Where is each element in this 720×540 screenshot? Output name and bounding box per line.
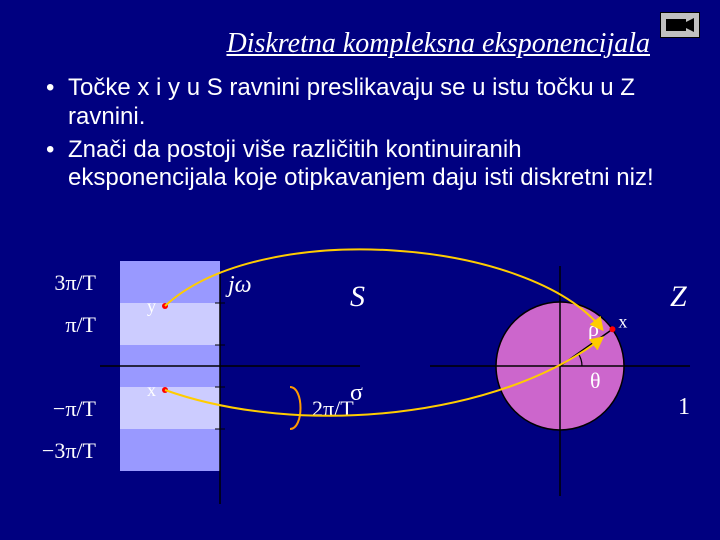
svg-text:S: S	[350, 280, 365, 313]
svg-text:θ: θ	[590, 368, 601, 393]
mapping-diagram: 3π/T π/T −π/T −3π/T jωσSyx2π/TxρθZ1	[0, 248, 720, 528]
svg-text:1: 1	[678, 394, 690, 420]
svg-text:jω: jω	[225, 272, 252, 298]
svg-text:2π/T: 2π/T	[312, 396, 354, 421]
svg-text:x: x	[618, 311, 627, 331]
slide-title: Diskretna kompleksna eksponencijala	[160, 28, 650, 60]
svg-text:x: x	[147, 380, 156, 400]
bullet-list: Točke x i y u S ravnini preslikavaju se …	[40, 74, 680, 197]
bullet-item: Točke x i y u S ravnini preslikavaju se …	[40, 74, 680, 132]
camera-icon	[660, 12, 700, 38]
bullet-item: Znači da postoji više različitih kontinu…	[40, 136, 680, 194]
svg-text:Z: Z	[670, 280, 687, 313]
svg-text:y: y	[147, 296, 156, 316]
